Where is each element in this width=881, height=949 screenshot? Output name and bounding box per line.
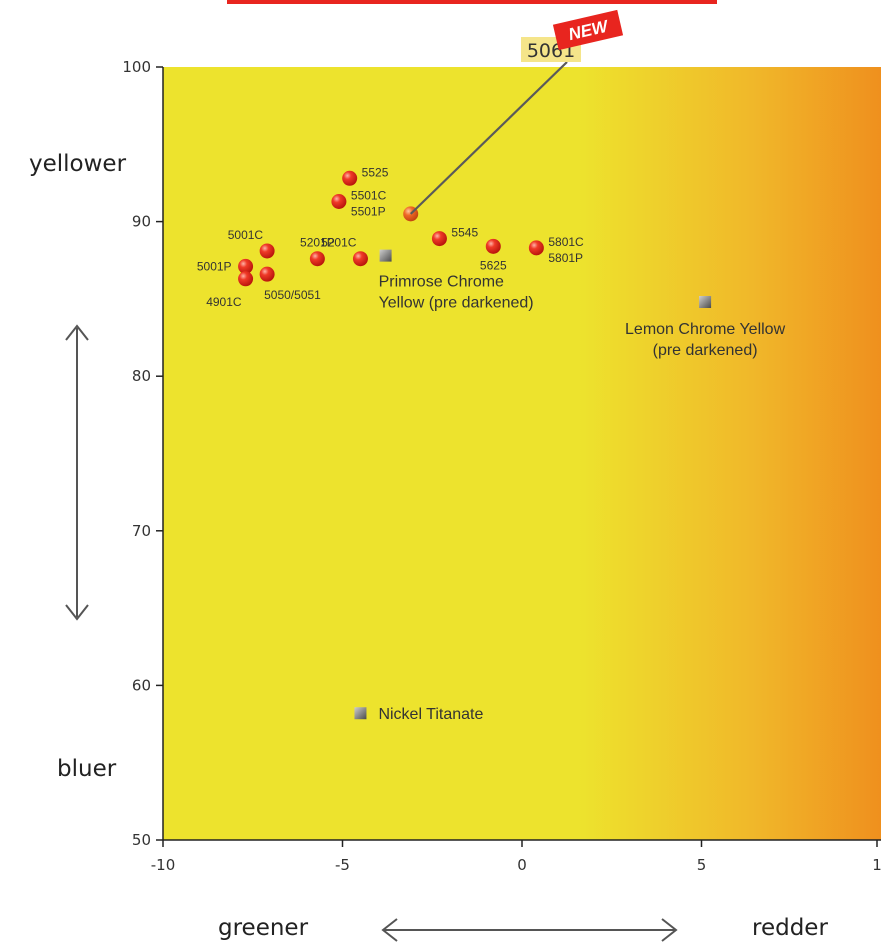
point-label: 5801C	[548, 235, 584, 249]
x-tick-label: 1	[872, 856, 881, 874]
data-point	[331, 194, 347, 210]
x-tick-label: 5	[697, 856, 707, 874]
reference-point	[379, 249, 392, 262]
point-label: 5201C	[321, 236, 357, 250]
point-label: 5001P	[197, 259, 232, 273]
y-tick-label: 50	[132, 831, 151, 849]
x-tick-label: -5	[335, 856, 350, 874]
y-tick-label: 60	[132, 676, 151, 694]
data-point	[352, 251, 368, 267]
point-label: 5625	[480, 258, 507, 272]
data-marks: 5525 5501C 5501P 5545 5625 5801C 5801P 5001C 520…	[197, 165, 786, 723]
callout-leader	[409, 61, 568, 215]
y-tick-label: 80	[132, 367, 151, 385]
redder-label: redder	[752, 915, 828, 941]
point-label: 5050/5051	[264, 288, 321, 302]
data-point	[238, 258, 254, 274]
vertical-arrow	[65, 324, 89, 621]
point-label: 5525	[362, 165, 389, 179]
reference-label: Nickel Titanate	[378, 706, 483, 723]
new-badge: NEW	[552, 9, 624, 51]
x-tick-label: -10	[151, 856, 176, 874]
reference-point	[699, 295, 712, 308]
point-label: 5801P	[548, 251, 583, 265]
y-tick-label: 90	[132, 213, 151, 231]
point-label: 5501C	[351, 189, 387, 203]
data-point	[259, 266, 275, 282]
data-point	[528, 240, 544, 256]
data-point	[238, 271, 254, 287]
point-label: 5001C	[228, 228, 264, 242]
y-tick-label: 100	[122, 58, 151, 76]
plot-area	[163, 67, 881, 840]
x-tick-label: 0	[517, 856, 527, 874]
point-label: 5201P	[300, 236, 335, 250]
yellower-label: yellower	[29, 151, 127, 177]
reference-label: (pre darkened)	[653, 342, 758, 359]
reference-label: Yellow (pre darkened)	[379, 295, 534, 312]
point-label: 5501P	[351, 205, 386, 219]
reference-label: Lemon Chrome Yellow	[625, 321, 786, 338]
top-banner	[227, 0, 717, 4]
data-point	[342, 170, 358, 186]
horizontal-arrow	[381, 918, 678, 942]
axes: 50 60 70 80 90 100 -10 -5 0 5 1	[122, 58, 881, 874]
reference-point	[354, 707, 367, 720]
point-label: 5545	[451, 226, 478, 240]
data-point	[431, 231, 447, 247]
point-label: 4901C	[206, 295, 242, 309]
data-point	[309, 251, 325, 267]
bluer-label: bluer	[57, 756, 117, 782]
data-point	[485, 238, 501, 254]
greener-label: greener	[218, 915, 309, 941]
data-point	[259, 243, 275, 259]
reference-label: Primrose Chrome	[379, 274, 504, 291]
y-tick-label: 70	[132, 522, 151, 540]
